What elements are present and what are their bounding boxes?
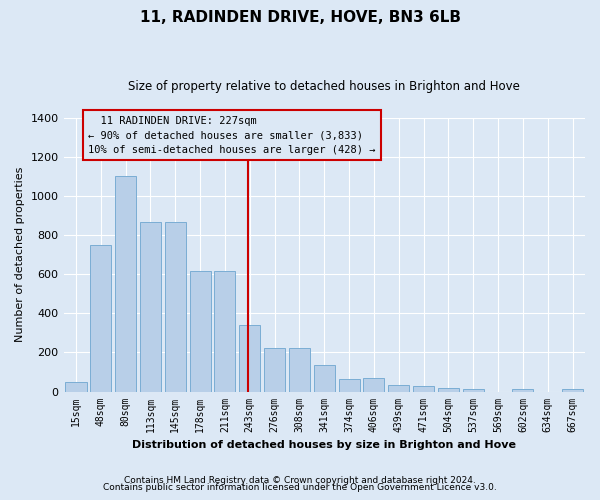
Bar [90,245,112,392]
Bar [364,378,385,392]
Bar [388,384,409,392]
Bar [115,176,136,392]
Bar [239,325,260,392]
Bar [438,388,459,392]
Bar [65,382,86,392]
Bar [314,365,335,392]
Bar [512,389,533,392]
Bar [562,389,583,392]
Bar [289,348,310,392]
Bar [214,272,235,392]
Text: 11 RADINDEN DRIVE: 227sqm
← 90% of detached houses are smaller (3,833)
10% of se: 11 RADINDEN DRIVE: 227sqm ← 90% of detac… [88,116,376,155]
Y-axis label: Number of detached properties: Number of detached properties [15,167,25,342]
Title: Size of property relative to detached houses in Brighton and Hove: Size of property relative to detached ho… [128,80,520,93]
Bar [165,222,186,392]
Bar [140,222,161,392]
Text: Contains HM Land Registry data © Crown copyright and database right 2024.: Contains HM Land Registry data © Crown c… [124,476,476,485]
Bar [463,388,484,392]
Bar [413,386,434,392]
Text: 11, RADINDEN DRIVE, HOVE, BN3 6LB: 11, RADINDEN DRIVE, HOVE, BN3 6LB [139,10,461,25]
Bar [190,272,211,392]
Bar [338,379,359,392]
Bar [264,348,285,392]
X-axis label: Distribution of detached houses by size in Brighton and Hove: Distribution of detached houses by size … [132,440,516,450]
Text: Contains public sector information licensed under the Open Government Licence v3: Contains public sector information licen… [103,484,497,492]
